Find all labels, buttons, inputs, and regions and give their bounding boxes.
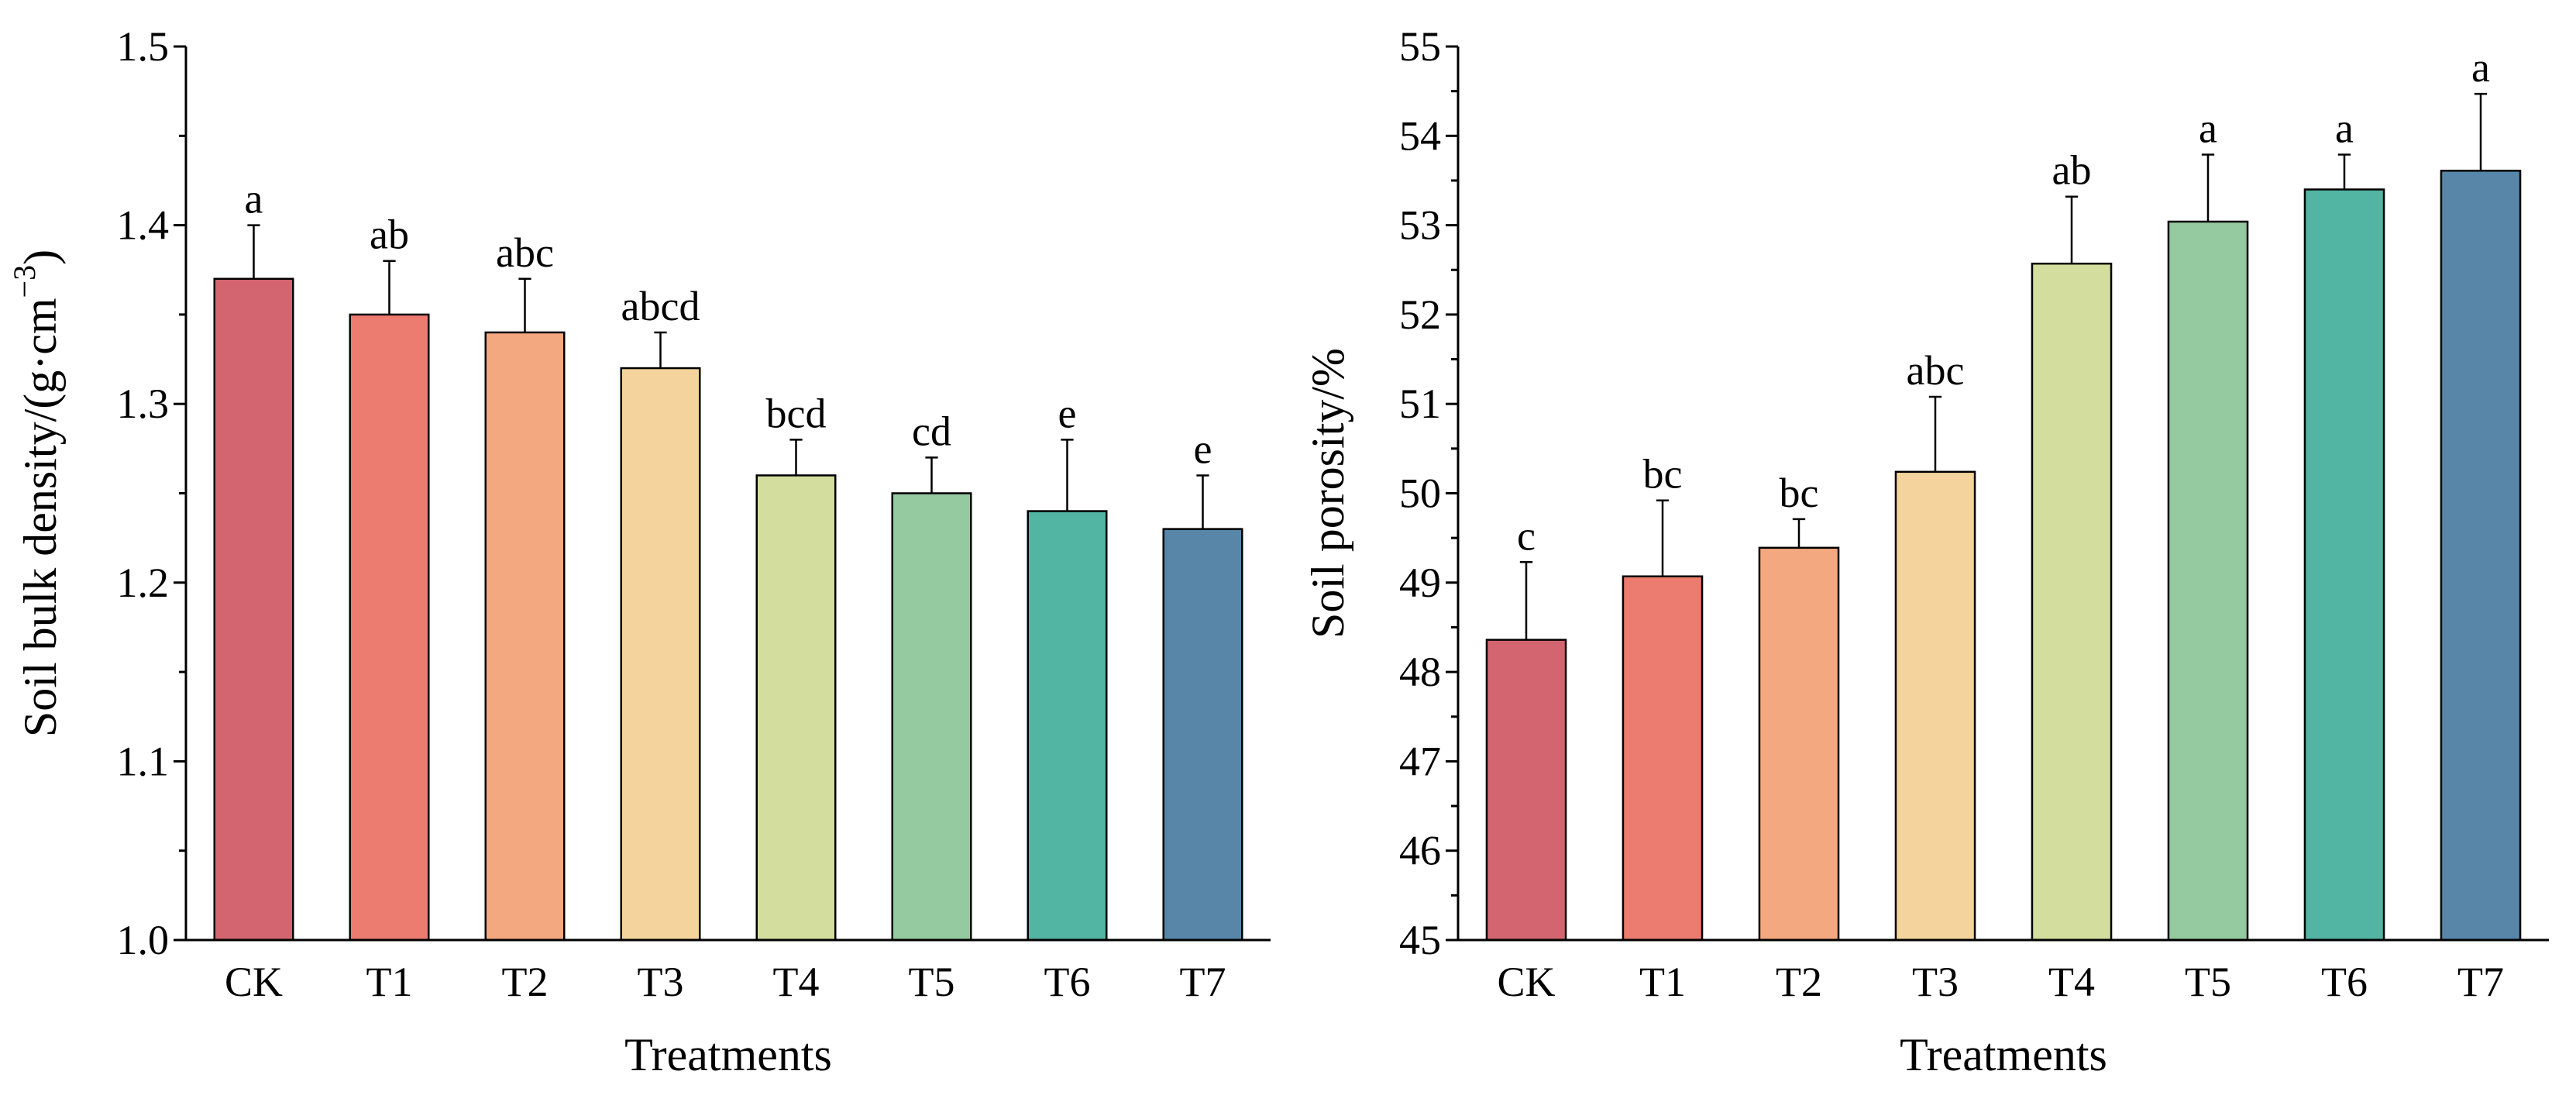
x-tick-label: T1 <box>1639 959 1686 1005</box>
y-tick-label: 1.0 <box>117 917 170 963</box>
x-tick-label: T3 <box>638 959 684 1005</box>
bar-t3 <box>620 367 701 942</box>
error-bar-t6 <box>1061 439 1074 511</box>
y-tick-label: 52 <box>1399 291 1441 338</box>
y-axis-label: Soil porosity/% <box>1302 348 1353 639</box>
error-bar-t1 <box>383 260 396 315</box>
error-bar-t5 <box>2201 153 2215 222</box>
x-tick-label: T2 <box>1776 959 1822 1005</box>
error-bar-t3 <box>654 331 667 369</box>
error-bar-t5 <box>925 456 938 494</box>
bar-t1 <box>1622 575 1704 942</box>
error-bar-t2 <box>518 277 531 332</box>
bulk-density-chart: a CK ab T1 abc T2 abcd T3 bcd T4 cd T5 e T6 e T7 1.0 1.1 1… <box>7 23 1271 1080</box>
y-tick-label: 1.2 <box>117 560 170 606</box>
y-tick-label: 1.3 <box>117 381 170 427</box>
bar-t5 <box>891 492 972 942</box>
error-bar-t7 <box>1196 474 1209 529</box>
significance-label: bc <box>1643 451 1683 498</box>
error-bar-t7 <box>2474 92 2488 171</box>
y-tick-label: 45 <box>1399 917 1441 963</box>
bar-t7 <box>1162 528 1243 942</box>
error-bar-t4 <box>2065 195 2079 264</box>
axes <box>184 46 1271 942</box>
x-axis-label: Treatments <box>1900 1029 2107 1080</box>
error-bar-t4 <box>789 439 803 476</box>
significance-label: ab <box>2052 147 2092 194</box>
error-bar-t6 <box>2337 153 2351 190</box>
x-tick-label: T3 <box>1912 959 1959 1005</box>
x-tick-label: T4 <box>2048 959 2095 1005</box>
bar-t6 <box>1027 510 1108 942</box>
x-tick-label: T2 <box>502 959 549 1005</box>
bar-t6 <box>2303 188 2385 942</box>
significance-label: e <box>1194 425 1212 472</box>
bar-ck <box>213 277 294 942</box>
x-tick-label: T4 <box>773 959 820 1005</box>
y-tick-label: 47 <box>1399 738 1441 784</box>
bar-t4 <box>2031 262 2113 942</box>
bar-t2 <box>484 331 566 942</box>
bar-ck <box>1485 639 1567 942</box>
error-bar-ck <box>247 224 260 279</box>
significance-label: a <box>245 176 263 222</box>
y-tick-label: 51 <box>1399 381 1441 427</box>
significance-label: bc <box>1780 470 1819 516</box>
y-tick-label: 1.5 <box>117 23 170 70</box>
bar-t3 <box>1894 470 1976 942</box>
x-tick-label: T1 <box>366 959 413 1005</box>
porosity-chart: c CK bc T1 bc T2 abc T3 ab T4 a T5 a T6 a T7 45 46 47 48 49 5… <box>1302 23 2549 1080</box>
y-tick-label: 46 <box>1399 828 1441 874</box>
y-axis-label: Soil bulk density/(g·cm−3) <box>7 250 66 737</box>
y-tick-label: 49 <box>1399 560 1441 606</box>
significance-label: abc <box>1907 347 1965 394</box>
significance-label: e <box>1058 390 1077 436</box>
y-tick-label: 50 <box>1399 470 1441 517</box>
axes <box>1457 46 2549 942</box>
x-tick-label: T6 <box>2321 959 2368 1005</box>
error-bar-t2 <box>1792 518 1806 548</box>
significance-label: ab <box>370 212 409 258</box>
significance-label: abc <box>496 229 554 276</box>
x-tick-label: T5 <box>2185 959 2231 1005</box>
x-tick-label: T7 <box>1180 959 1226 1005</box>
y-tick-label: 1.4 <box>117 202 170 249</box>
significance-label: a <box>2471 44 2490 91</box>
significance-label: abcd <box>621 283 700 329</box>
y-tick-label: 55 <box>1399 23 1441 70</box>
x-tick-label: T5 <box>909 959 955 1005</box>
y-tick-label: 1.1 <box>117 738 170 784</box>
error-bar-t1 <box>1656 499 1670 577</box>
x-tick-label: CK <box>1497 959 1555 1005</box>
significance-label: a <box>2335 105 2354 152</box>
y-tick-label: 53 <box>1399 202 1441 249</box>
bar-t7 <box>2440 170 2522 942</box>
significance-label: cd <box>912 408 951 454</box>
x-tick-label: CK <box>225 959 283 1005</box>
significance-label: a <box>2199 105 2217 152</box>
bar-t1 <box>349 313 430 942</box>
error-bar-ck <box>1519 561 1533 640</box>
y-tick-label: 48 <box>1399 649 1441 695</box>
x-tick-label: T6 <box>1044 959 1091 1005</box>
y-tick-label: 54 <box>1399 112 1441 159</box>
error-bar-t3 <box>1928 395 1942 472</box>
bar-t4 <box>755 474 837 942</box>
x-axis-label: Treatments <box>624 1029 832 1080</box>
significance-label: bcd <box>766 390 827 436</box>
bar-t2 <box>1758 546 1840 942</box>
bar-t5 <box>2167 220 2249 942</box>
significance-label: c <box>1517 512 1536 559</box>
x-tick-label: T7 <box>2457 959 2504 1005</box>
